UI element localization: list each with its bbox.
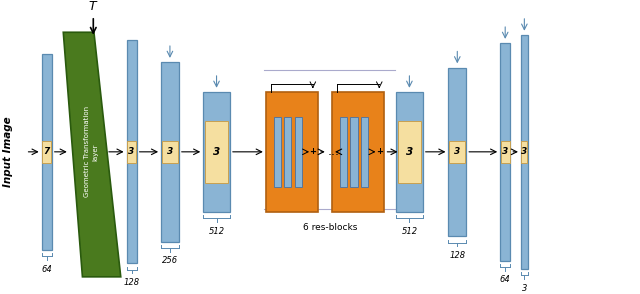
Text: 3: 3	[502, 147, 508, 156]
Bar	[396, 92, 423, 212]
Bar	[127, 141, 136, 163]
Bar	[203, 92, 230, 212]
Bar	[266, 92, 318, 212]
Text: 7: 7	[44, 147, 50, 156]
Polygon shape	[63, 32, 121, 277]
Text: 3: 3	[454, 147, 460, 156]
Text: 6 res-blocks: 6 res-blocks	[303, 223, 357, 233]
Bar	[42, 54, 52, 250]
Bar	[521, 141, 527, 163]
Bar	[500, 141, 509, 163]
Text: 64: 64	[500, 275, 511, 285]
Bar	[340, 117, 348, 186]
Text: ...: ...	[328, 145, 340, 158]
Text: +: +	[309, 147, 316, 156]
Bar	[205, 121, 228, 183]
Text: 128: 128	[124, 278, 140, 287]
Bar	[161, 62, 179, 241]
Text: 3: 3	[406, 147, 413, 157]
Bar	[127, 40, 137, 263]
Text: 256: 256	[162, 256, 178, 265]
Bar	[351, 117, 358, 186]
Text: 3: 3	[213, 147, 220, 157]
Bar	[42, 141, 51, 163]
Text: 64: 64	[42, 265, 52, 274]
Text: 3: 3	[129, 147, 135, 156]
Bar	[521, 35, 528, 269]
Text: Input Image: Input Image	[3, 116, 13, 187]
Bar	[162, 141, 178, 163]
Bar	[500, 43, 510, 260]
Text: Geometric Transformation
layer: Geometric Transformation layer	[84, 106, 99, 197]
Bar	[294, 117, 302, 186]
Text: 3: 3	[167, 147, 173, 156]
Bar	[397, 121, 421, 183]
Bar	[361, 117, 368, 186]
Text: 128: 128	[449, 251, 465, 260]
Bar	[284, 117, 291, 186]
Text: 512: 512	[401, 227, 417, 235]
Bar	[273, 117, 281, 186]
Text: 512: 512	[209, 227, 225, 235]
Text: $T$: $T$	[88, 0, 99, 13]
Bar	[449, 68, 467, 236]
Text: +: +	[376, 147, 383, 156]
Text: 3: 3	[521, 147, 527, 156]
Bar	[332, 92, 385, 212]
Text: 3: 3	[522, 284, 527, 293]
Bar	[449, 141, 465, 163]
